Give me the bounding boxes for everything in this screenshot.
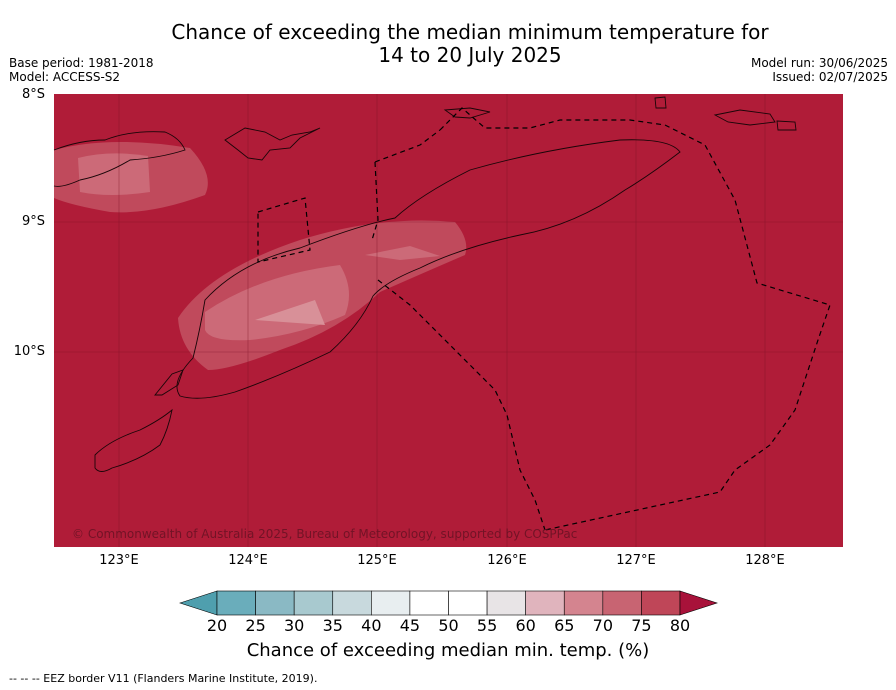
eez-border-north xyxy=(374,129,441,163)
graticule xyxy=(54,94,843,547)
lon-label-124e: 124°E xyxy=(228,553,268,568)
lon-label-123e: 123°E xyxy=(99,553,139,568)
colorbar-segment xyxy=(448,590,488,616)
colorbar-tick-label: 20 xyxy=(206,616,228,635)
colorbar-tick-label: 55 xyxy=(476,616,498,635)
shade-band-70-west xyxy=(78,153,150,195)
colorbar-tick-label: 35 xyxy=(322,616,343,635)
colorbar-segment xyxy=(255,590,295,616)
colorbar-arrow-high xyxy=(679,590,718,616)
base-period-text: Base period: 1981-2018 xyxy=(9,56,154,70)
colorbar-segment xyxy=(332,590,372,616)
colorbar-segment xyxy=(216,590,256,616)
colorbar-tick-label: 75 xyxy=(631,616,652,635)
eez-borders xyxy=(257,107,831,531)
eez-border-timor-south xyxy=(377,279,546,531)
lat-label-9s: 9°S xyxy=(21,214,45,229)
colorbar-tick-label: 25 xyxy=(245,616,266,635)
lon-label-126e: 126°E xyxy=(487,553,527,568)
map-title-line1: Chance of exceeding the median minimum t… xyxy=(171,20,769,44)
colorbar xyxy=(179,590,718,616)
probability-shading xyxy=(54,141,467,370)
model-run-text: Model run: 30/06/2025 xyxy=(750,56,888,70)
colorbar-tick-label: 60 xyxy=(515,616,536,635)
colorbar-tick-label: 50 xyxy=(438,616,459,635)
colorbar-tick-label: 70 xyxy=(592,616,613,635)
lon-label-128e: 128°E xyxy=(745,553,785,568)
colorbar-segment xyxy=(602,590,642,616)
timor-coastline xyxy=(176,139,681,399)
colorbar-segment xyxy=(486,590,526,616)
colorbar-segment xyxy=(525,590,565,616)
alor-islands xyxy=(224,127,321,161)
flores-coastline xyxy=(53,131,186,187)
eez-border-east xyxy=(439,107,831,531)
colorbar-segment xyxy=(293,590,334,616)
eez-border-mid xyxy=(371,161,379,241)
small-island-c xyxy=(776,120,797,131)
colorbar-segments xyxy=(179,590,718,616)
lat-label-10s: 10°S xyxy=(13,344,45,359)
coastlines xyxy=(53,96,797,472)
map-title-line2: 14 to 20 July 2025 xyxy=(378,43,562,67)
lon-label-125e: 125°E xyxy=(357,553,397,568)
colorbar-arrow-low xyxy=(179,590,218,616)
colorbar-tick-label: 45 xyxy=(399,616,421,635)
colorbar-tick-label: 80 xyxy=(669,616,691,635)
lat-label-8s: 8°S xyxy=(21,87,45,102)
eez-legend-text: -- -- -- EEZ border V11 (Flanders Marine… xyxy=(9,672,318,685)
shade-band-70-north xyxy=(365,246,440,260)
sumba-coastline xyxy=(94,408,173,472)
colorbar-tick-label: 40 xyxy=(361,616,382,635)
colorbar-segment xyxy=(409,590,449,616)
colorbar-segment xyxy=(641,590,681,616)
copyright-text: © Commonwealth of Australia 2025, Bureau… xyxy=(72,527,578,541)
issued-text: Issued: 02/07/2025 xyxy=(772,70,888,84)
colorbar-segment xyxy=(371,590,411,616)
colorbar-tick-label: 30 xyxy=(283,616,305,635)
small-island-b xyxy=(713,109,776,126)
model-text: Model: ACCESS-S2 xyxy=(9,70,121,84)
small-island-a xyxy=(654,96,667,109)
colorbar-segment xyxy=(563,590,604,616)
shade-band-75-timor xyxy=(255,300,325,325)
lon-label-127e: 127°E xyxy=(616,553,656,568)
eez-border-oecusse xyxy=(257,197,311,263)
rote-island xyxy=(154,369,184,396)
colorbar-tick-label: 65 xyxy=(554,616,575,635)
colorbar-label: Chance of exceeding median min. temp. (%… xyxy=(246,640,650,661)
